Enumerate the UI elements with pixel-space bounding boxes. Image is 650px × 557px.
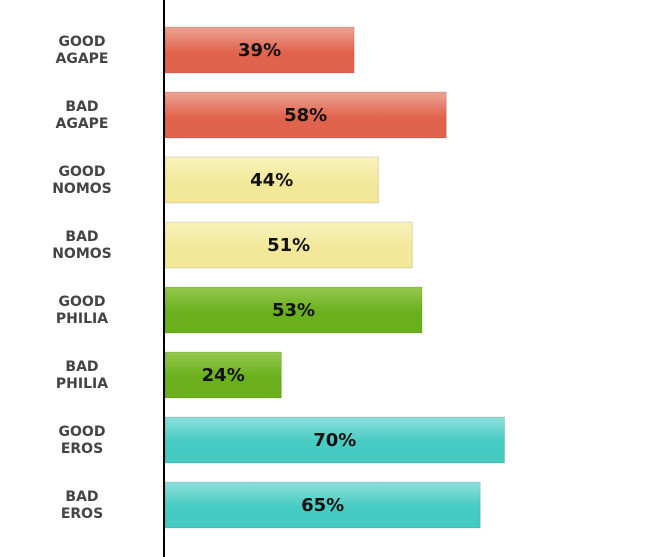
- bars: [164, 26, 505, 529]
- category-label: EROS: [61, 441, 103, 457]
- category-label: PHILIA: [56, 376, 108, 392]
- bar: [164, 91, 447, 139]
- data-label: 53%: [272, 300, 315, 321]
- bar: [164, 221, 413, 269]
- category-label: PHILIA: [56, 311, 108, 327]
- value-labels: 39% 58% 44% 51% 53% 24% 70% 65%: [202, 40, 357, 516]
- data-label: 39%: [238, 40, 281, 61]
- category-label: GOOD: [59, 34, 106, 50]
- bar: [164, 416, 505, 464]
- category-label: GOOD: [59, 294, 106, 310]
- data-label: 58%: [284, 105, 327, 126]
- category-label: AGAPE: [56, 51, 109, 67]
- category-labels: GOODAGAPEBADAGAPEGOODNOMOSBADNOMOSGOODPH…: [52, 34, 112, 522]
- data-label: 51%: [267, 235, 310, 256]
- category-label: GOOD: [59, 164, 106, 180]
- bar: [164, 286, 423, 334]
- category-label: BAD: [65, 489, 98, 505]
- category-label: GOOD: [59, 424, 106, 440]
- data-label: 65%: [301, 495, 344, 516]
- data-label: 70%: [313, 430, 356, 451]
- category-label: BAD: [65, 229, 98, 245]
- data-label: 44%: [250, 170, 293, 191]
- category-label: NOMOS: [52, 181, 112, 197]
- category-label: AGAPE: [56, 116, 109, 132]
- category-label: EROS: [61, 506, 103, 522]
- category-label: BAD: [65, 99, 98, 115]
- category-label: BAD: [65, 359, 98, 375]
- data-label: 24%: [202, 365, 245, 386]
- bar: [164, 26, 355, 74]
- bar: [164, 156, 379, 204]
- category-label: NOMOS: [52, 246, 112, 262]
